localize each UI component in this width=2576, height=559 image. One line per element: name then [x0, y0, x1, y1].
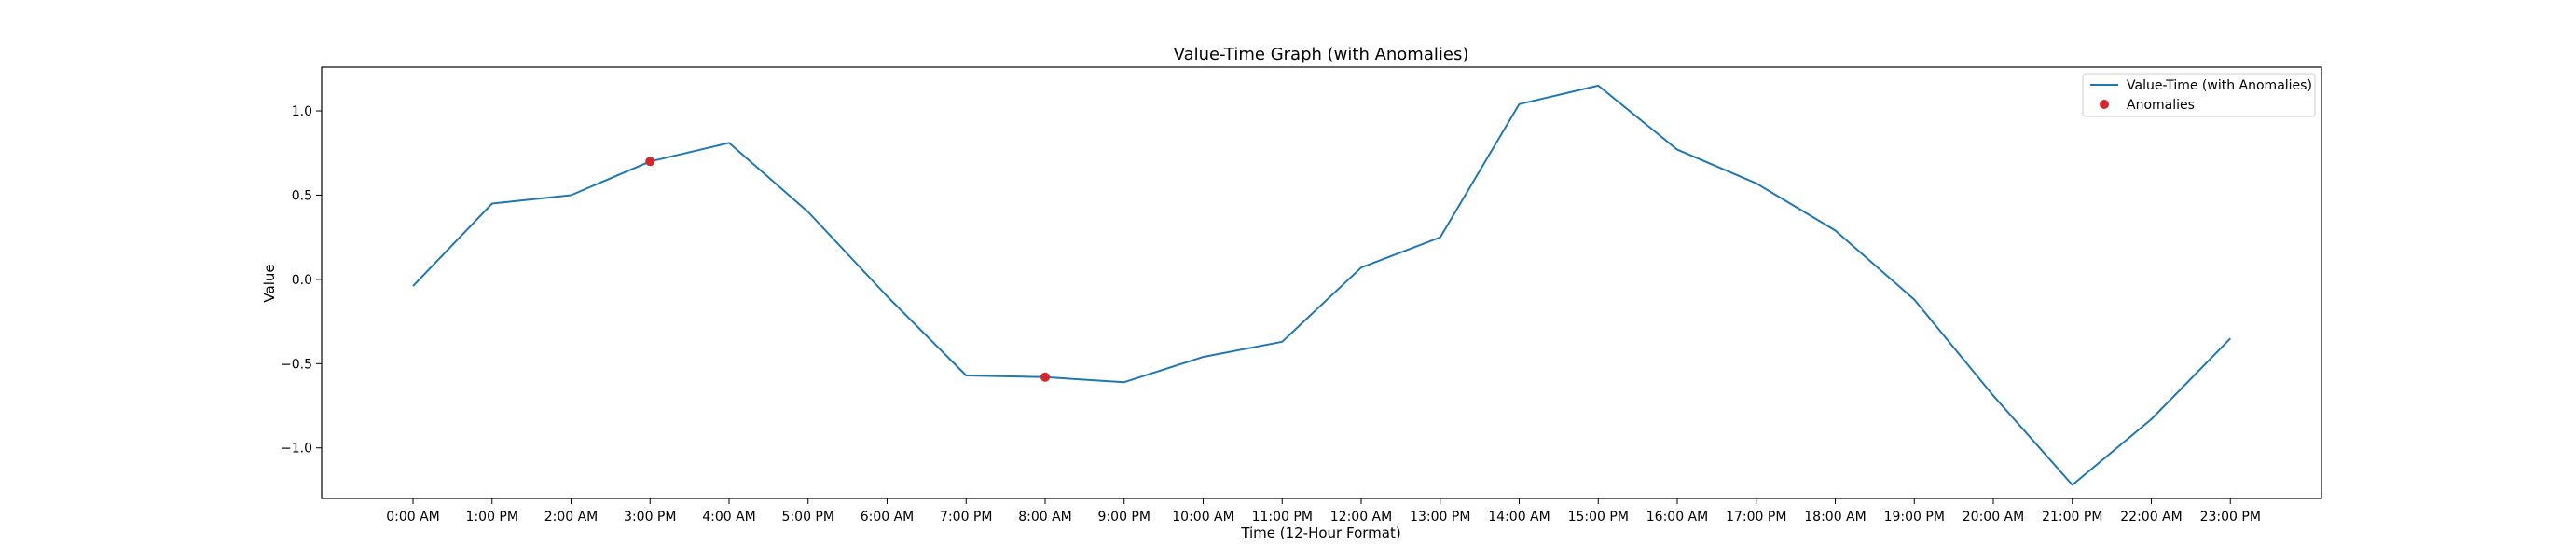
- legend-marker-anomalies: [2100, 100, 2109, 109]
- x-tick-label-1: 1:00 PM: [466, 510, 518, 525]
- x-tick-label-20: 20:00 AM: [1963, 510, 2024, 525]
- x-tick-label-6: 6:00 AM: [861, 510, 915, 525]
- x-tick-label-9: 9:00 PM: [1098, 510, 1150, 525]
- x-tick-label-15: 15:00 PM: [1568, 510, 1629, 525]
- series-line: [412, 84, 2232, 486]
- plot-frame: [321, 66, 2322, 499]
- x-tick-label-12: 12:00 AM: [1330, 510, 1392, 525]
- x-tick-label-2: 2:00 AM: [544, 510, 599, 525]
- x-axis: 0:00 AM 1:00 PM 2:00 AM 3:00 PM 4:00 AM 5:00 …: [386, 498, 2261, 525]
- y-axis-label: Value: [261, 264, 278, 302]
- x-tick-label-4: 4:00 AM: [702, 510, 756, 525]
- x-tick-label-16: 16:00 AM: [1646, 510, 1708, 525]
- plot-area: [412, 84, 2232, 486]
- x-tick-label-14: 14:00 AM: [1488, 510, 1550, 525]
- x-tick-label-7: 7:00 PM: [940, 510, 992, 525]
- x-tick-label-5: 5:00 PM: [782, 510, 834, 525]
- x-tick-label-13: 13:00 PM: [1410, 510, 1470, 525]
- x-tick-label-17: 17:00 PM: [1726, 510, 1786, 525]
- y-tick-label-4: 1.0: [292, 104, 312, 119]
- x-tick-label-3: 3:00 PM: [624, 510, 676, 525]
- x-tick-label-22: 22:00 AM: [2120, 510, 2182, 525]
- legend: Value-Time (with Anomalies) Anomalies: [2082, 73, 2316, 117]
- x-tick-label-23: 23:00 PM: [2200, 510, 2261, 525]
- y-axis: −1.0 −0.5 0.0 0.5 1.0: [281, 104, 322, 457]
- x-tick-label-10: 10:00 AM: [1172, 510, 1233, 525]
- x-tick-label-11: 11:00 PM: [1252, 510, 1313, 525]
- x-tick-label-8: 8:00 AM: [1018, 510, 1072, 525]
- anomaly-point-0: [645, 157, 655, 167]
- y-tick-label-1: −0.5: [281, 357, 312, 372]
- y-tick-label-3: 0.5: [292, 188, 312, 203]
- chart-title: Value-Time Graph (with Anomalies): [1174, 45, 1469, 64]
- x-tick-label-19: 19:00 PM: [1884, 510, 1945, 525]
- legend-label-anomalies: Anomalies: [2127, 98, 2195, 113]
- x-tick-label-0: 0:00 AM: [386, 510, 440, 525]
- anomaly-point-1: [1040, 372, 1050, 382]
- legend-label-series: Value-Time (with Anomalies): [2127, 78, 2312, 93]
- legend-box: [2082, 73, 2316, 117]
- y-tick-label-2: 0.0: [292, 273, 312, 288]
- x-tick-label-21: 21:00 PM: [2042, 510, 2102, 525]
- y-tick-label-0: −1.0: [281, 442, 312, 457]
- x-tick-label-18: 18:00 AM: [1804, 510, 1866, 525]
- x-axis-label: Time (12-Hour Format): [1240, 525, 1400, 541]
